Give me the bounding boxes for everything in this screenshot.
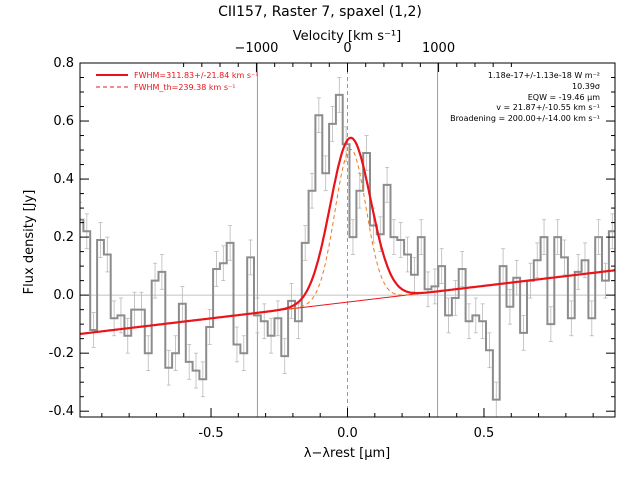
fit-annotations: 1.18e-17+/-1.13e-18 W m⁻² 10.39σ EQW = -… [450,71,600,123]
annotation-velocity: v = 21.87+/-10.55 km s⁻¹ [496,103,600,112]
top-tick-label: 0 [343,41,351,56]
thermal-fit-curve [265,148,430,313]
series-layer [80,77,615,417]
legend: FWHM=311.83+/-21.84 km s⁻¹ FWHM_th=239.3… [96,71,258,92]
x-tick-label: 0.5 [474,426,495,441]
annotation-eqw: EQW = -19.46 μm [528,93,600,102]
x-axis-label: λ−λrest [μm] [304,446,390,461]
reference-lines [80,63,615,417]
y-tick-label: -0.4 [49,404,74,419]
y-tick-label: 0.4 [53,172,74,187]
total-fit-curve [80,136,615,335]
chart-title: CII157, Raster 7, spaxel (1,2) [218,4,422,20]
x-tick-label: 0.0 [337,426,358,441]
top-axis-label: Velocity [km s⁻¹] [293,29,401,44]
y-tick-label: 0.6 [53,114,74,129]
y-axis-label: Flux density [Jy] [22,190,37,295]
legend-label-fwhm: FWHM=311.83+/-21.84 km s⁻¹ [134,71,258,80]
y-tick-label: 0.8 [53,56,74,71]
y-tick-label: -0.2 [49,346,74,361]
y-tick-label: 0.2 [53,230,74,245]
annotation-broadening: Broadening = 200.00+/-14.00 km s⁻¹ [450,114,600,123]
annotation-flux: 1.18e-17+/-1.13e-18 W m⁻² [488,71,600,80]
legend-label-fwhm-th: FWHM_th=239.38 km s⁻¹ [134,83,235,92]
top-tick-label: −1000 [234,41,278,56]
x-tick-label: -0.5 [198,426,223,441]
data-histogram [80,93,615,401]
axes: -0.5 0.0 0.5 −1000 0 1000 -0.4 -0.2 0.0 0.2 0.4 0.6… [49,41,616,441]
top-tick-label: 1000 [422,41,455,56]
annotation-significance: 10.39σ [572,82,600,91]
y-tick-label: 0.0 [53,288,74,303]
